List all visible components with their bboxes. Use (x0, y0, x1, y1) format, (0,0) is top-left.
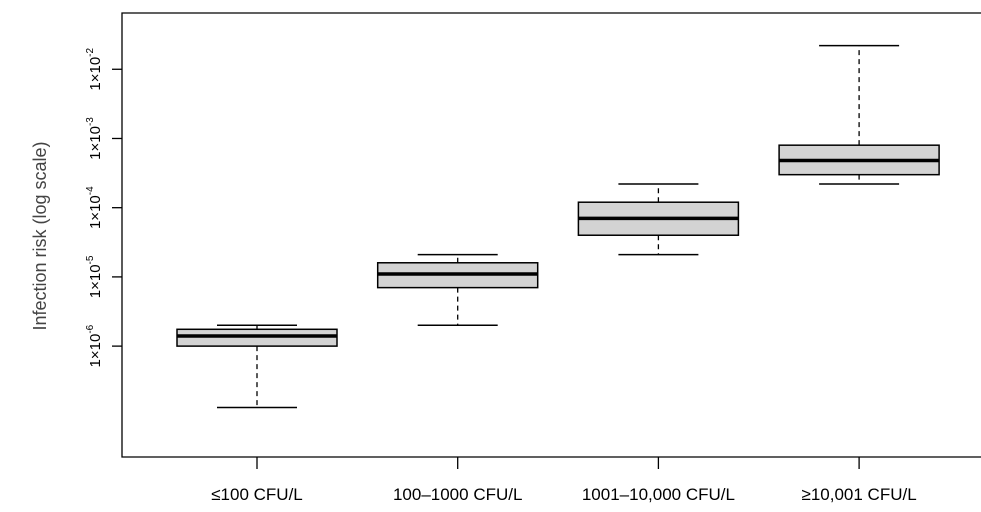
y-tick-label: 1×10-3 (85, 117, 104, 160)
x-tick-label: 1001–10,000 CFU/L (582, 485, 735, 504)
x-tick-label: ≥10,001 CFU/L (802, 485, 917, 504)
box-group (176, 324, 338, 409)
y-axis: 1×10-6 1×10-5 1×10-4 1×10-3 1×10-2 (85, 47, 122, 367)
x-tick-label: 100–1000 CFU/L (393, 485, 522, 504)
y-tick-label: 1×10-5 (85, 255, 104, 298)
x-tick-label: ≤100 CFU/L (211, 485, 303, 504)
y-tick-label: 1×10-2 (85, 47, 104, 90)
box-group (376, 253, 539, 327)
plot-frame (121, 12, 981, 458)
x-axis: ≤100 CFU/L 100–1000 CFU/L 1001–10,000 CFU/… (211, 457, 917, 504)
y-axis-title: Infection risk (log scale) (30, 141, 50, 330)
y-tick-label: 1×10-4 (85, 186, 104, 229)
plot-area (121, 12, 981, 458)
y-tick-label: 1×10-6 (85, 324, 104, 367)
box-group (778, 44, 940, 185)
box-group (577, 183, 740, 256)
